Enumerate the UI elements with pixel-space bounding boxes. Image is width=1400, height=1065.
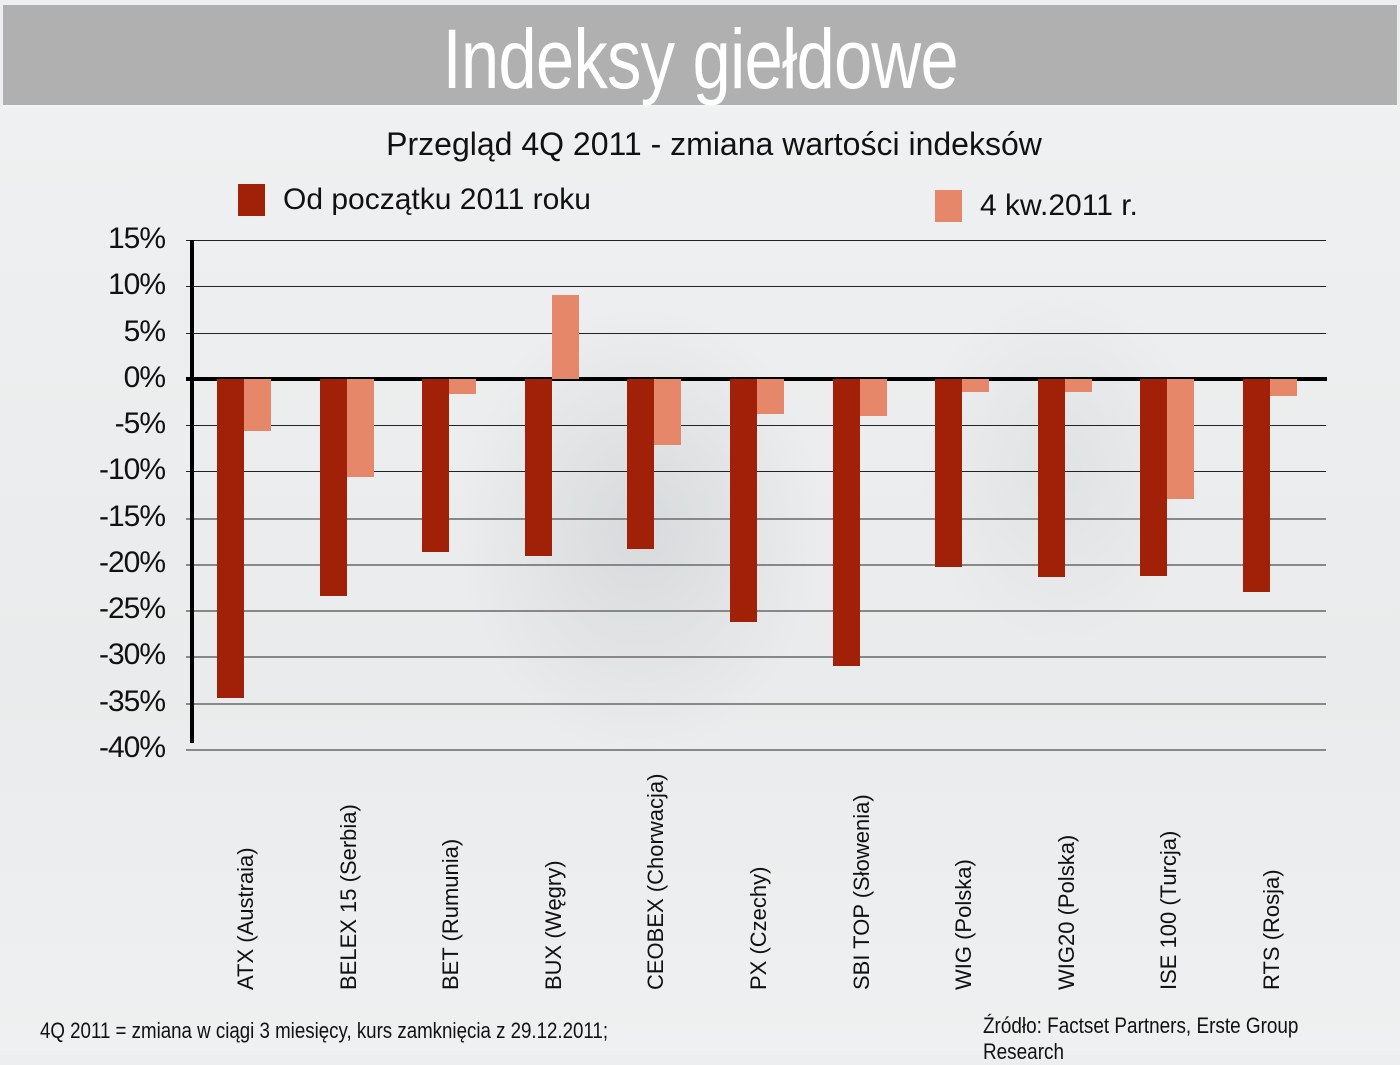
y-tick-label: 0% [123, 361, 166, 394]
bar-ytd [217, 379, 244, 698]
x-category-label: BET (Rumunia) [438, 838, 463, 990]
bar-ytd [1140, 379, 1167, 576]
x-category-label: BELEX 15 (Serbia) [336, 804, 361, 990]
gridline [186, 703, 1326, 705]
y-tick-label: 10% [107, 268, 166, 301]
x-category-label: SBI TOP (Słowenia) [849, 794, 874, 990]
y-tick-label: -15% [98, 500, 166, 533]
bar-ytd [627, 379, 654, 549]
bar-ytd [833, 379, 860, 666]
source-note: Źródło: Factset Partners, Erste Group Re… [983, 1013, 1299, 1064]
x-category-label: RTS (Rosja) [1259, 869, 1284, 990]
bar-ytd [730, 379, 757, 622]
x-category-label: CEOBEX (Chorwacja) [643, 773, 668, 990]
bar-ytd [1038, 379, 1065, 577]
gridline [186, 286, 1326, 287]
bar-q4 [449, 379, 476, 394]
gridline [186, 240, 1326, 241]
chart-title: Przegląd 4Q 2011 - zmiana wartości indek… [386, 126, 1042, 162]
y-tick-label: -35% [98, 685, 166, 718]
y-tick-label: -10% [98, 453, 166, 486]
legend-label-q4: 4 kw.2011 r. [980, 189, 1138, 222]
bar-q4 [347, 379, 374, 477]
bar-q4 [757, 379, 784, 414]
y-tick-label: -5% [114, 407, 166, 440]
legend-swatch-ytd [238, 184, 265, 216]
x-category-label: WIG (Polska) [951, 859, 976, 990]
bar-q4 [1065, 379, 1092, 392]
gridline [186, 656, 1326, 658]
y-tick-label: -20% [98, 546, 166, 579]
bar-q4 [244, 379, 271, 431]
y-tick-label: -30% [98, 638, 166, 671]
bar-q4 [962, 379, 989, 392]
y-tick-label: -40% [98, 731, 166, 764]
x-category-label: ATX (Austraia) [233, 847, 258, 990]
bar-ytd [525, 379, 552, 556]
x-category-label: PX (Czechy) [746, 866, 771, 990]
bar-q4 [1270, 379, 1297, 396]
footnote: 4Q 2011 = zmiana w ciągi 3 miesięcy, kur… [40, 1018, 609, 1043]
y-tick-label: 15% [107, 222, 166, 255]
slide-title: Indeksy giełdowe [442, 12, 958, 106]
legend-item-ytd: Od początku 2011 roku [238, 183, 591, 217]
bar-q4 [1167, 379, 1194, 499]
gridline [186, 333, 1326, 334]
legend-swatch-q4 [935, 190, 962, 222]
legend-label-ytd: Od początku 2011 roku [283, 183, 591, 216]
y-axis-line [190, 240, 194, 743]
y-tick-label: -25% [98, 592, 166, 625]
bar-ytd [935, 379, 962, 567]
x-category-label: BUX (Węgry) [541, 860, 566, 990]
legend-item-q4: 4 kw.2011 r. [935, 189, 1138, 223]
x-category-label: WIG20 (Polska) [1054, 834, 1079, 990]
gridline [186, 749, 1326, 751]
bar-ytd [422, 379, 449, 552]
bar-q4 [860, 379, 887, 416]
y-tick-label: 5% [123, 315, 166, 348]
x-category-label: ISE 100 (Turcja) [1156, 830, 1181, 990]
bar-q4 [552, 295, 579, 379]
bar-q4 [654, 379, 681, 445]
title-bar: Indeksy giełdowe [3, 5, 1397, 108]
bar-ytd [1243, 379, 1270, 592]
bar-ytd [320, 379, 347, 596]
